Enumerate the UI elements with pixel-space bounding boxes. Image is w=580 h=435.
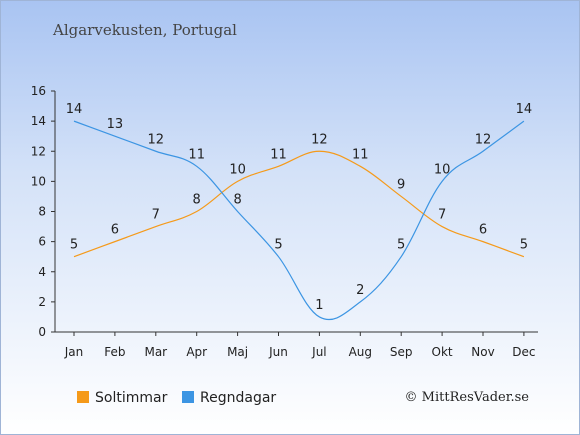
- y-tick-label: 0: [38, 325, 46, 339]
- data-label-soltimmar: 5: [520, 238, 528, 253]
- x-tick-label: Okt: [432, 345, 453, 359]
- data-label-regndagar: 2: [356, 283, 364, 298]
- x-tick-label: Maj: [227, 345, 248, 359]
- y-tick-label: 2: [38, 295, 46, 309]
- data-label-soltimmar: 7: [438, 208, 446, 223]
- y-tick-label: 10: [31, 174, 46, 188]
- data-label-soltimmar: 11: [352, 147, 369, 162]
- series-line-regndagar: [73, 120, 525, 321]
- data-label-soltimmar: 9: [397, 177, 405, 192]
- x-tick-label: Jul: [311, 345, 326, 359]
- data-label-regndagar: 12: [148, 132, 165, 147]
- data-label-regndagar: 1: [315, 298, 323, 313]
- x-tick-label: Nov: [471, 345, 494, 359]
- chart-title: Algarvekusten, Portugal: [53, 21, 237, 39]
- legend-item-regndagar: Regndagar: [182, 390, 276, 406]
- data-label-soltimmar: 12: [311, 132, 328, 147]
- data-label-regndagar: 5: [397, 238, 405, 253]
- data-label-regndagar: 8: [233, 193, 241, 208]
- data-label-regndagar: 11: [188, 147, 205, 162]
- y-tick-label: 8: [38, 205, 46, 219]
- credit-text: © MittResVader.se: [404, 390, 529, 405]
- y-tick-label: 4: [38, 265, 46, 279]
- data-label-soltimmar: 7: [152, 208, 160, 223]
- legend-label-regndagar: Regndagar: [200, 390, 277, 406]
- legend-swatch-regndagar: [182, 391, 194, 403]
- x-tick-label: Sep: [390, 345, 413, 359]
- data-label-soltimmar: 8: [193, 193, 201, 208]
- data-label-soltimmar: 6: [111, 223, 119, 238]
- legend-label-soltimmar: Soltimmar: [95, 390, 168, 406]
- data-label-regndagar: 13: [107, 117, 124, 132]
- data-label-regndagar: 5: [274, 238, 282, 253]
- data-label-regndagar: 14: [66, 102, 83, 117]
- x-tick-label: Jun: [268, 345, 288, 359]
- x-tick-label: Apr: [186, 345, 207, 359]
- y-tick-label: 12: [31, 144, 46, 158]
- data-label-soltimmar: 11: [270, 147, 287, 162]
- legend-swatch-soltimmar: [77, 391, 89, 403]
- x-tick-label: Dec: [512, 345, 535, 359]
- x-tick-label: Aug: [349, 345, 372, 359]
- y-tick-label: 6: [38, 235, 46, 249]
- x-tick-label: Mar: [144, 345, 167, 359]
- data-label-regndagar: 10: [434, 162, 451, 177]
- data-label-soltimmar: 10: [229, 162, 246, 177]
- data-label-soltimmar: 6: [479, 223, 487, 238]
- legend-item-soltimmar: Soltimmar: [77, 390, 167, 406]
- x-tick-label: Jan: [64, 345, 84, 359]
- data-label-soltimmar: 5: [70, 238, 78, 253]
- data-label-regndagar: 14: [516, 102, 533, 117]
- y-tick-label: 16: [31, 84, 46, 98]
- x-tick-label: Feb: [104, 345, 125, 359]
- y-tick-label: 14: [31, 114, 46, 128]
- series-line-soltimmar: [73, 150, 525, 258]
- data-label-regndagar: 12: [475, 132, 492, 147]
